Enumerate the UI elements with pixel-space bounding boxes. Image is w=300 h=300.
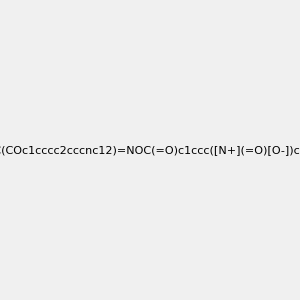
Text: NC(COc1cccc2cccnc12)=NOC(=O)c1ccc([N+](=O)[O-])cc1: NC(COc1cccc2cccnc12)=NOC(=O)c1ccc([N+](=… (0, 145, 300, 155)
